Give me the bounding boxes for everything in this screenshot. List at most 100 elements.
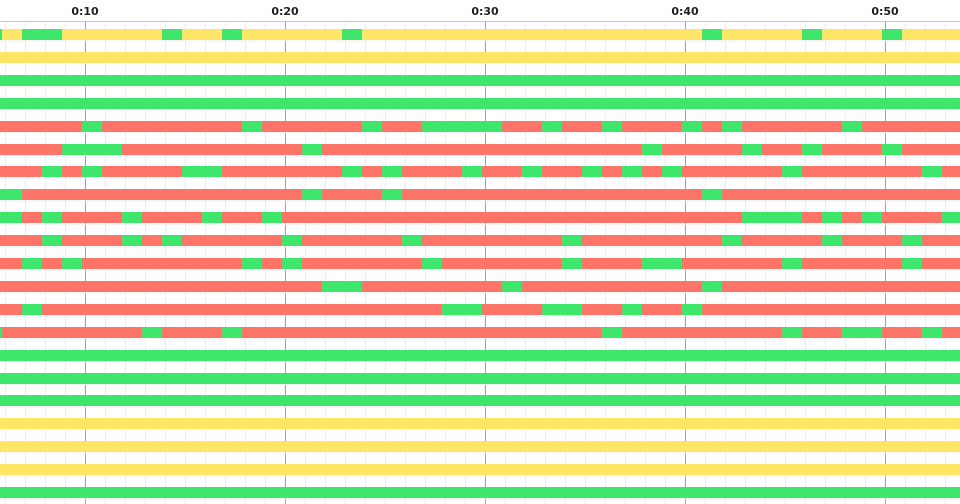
yellow-status-segment[interactable] bbox=[62, 29, 162, 40]
yellow-status-segment[interactable] bbox=[902, 29, 960, 40]
green-status-segment[interactable] bbox=[42, 212, 62, 223]
red-status-segment[interactable] bbox=[642, 166, 662, 177]
yellow-status-segment[interactable] bbox=[0, 441, 960, 452]
red-status-segment[interactable] bbox=[822, 144, 882, 155]
red-status-segment[interactable] bbox=[222, 166, 342, 177]
green-status-segment[interactable] bbox=[642, 144, 662, 155]
red-status-segment[interactable] bbox=[662, 144, 742, 155]
red-status-segment[interactable] bbox=[602, 166, 622, 177]
green-status-segment[interactable] bbox=[602, 327, 622, 338]
red-status-segment[interactable] bbox=[502, 121, 542, 132]
green-status-segment[interactable] bbox=[342, 29, 362, 40]
red-status-segment[interactable] bbox=[142, 235, 162, 246]
red-status-segment[interactable] bbox=[222, 212, 262, 223]
green-status-segment[interactable] bbox=[42, 166, 62, 177]
green-status-segment[interactable] bbox=[0, 327, 2, 338]
green-status-segment[interactable] bbox=[822, 235, 842, 246]
red-status-segment[interactable] bbox=[402, 166, 462, 177]
green-status-segment[interactable] bbox=[0, 98, 960, 109]
green-status-segment[interactable] bbox=[602, 121, 622, 132]
green-status-segment[interactable] bbox=[502, 281, 522, 292]
green-status-segment[interactable] bbox=[562, 235, 582, 246]
green-status-segment[interactable] bbox=[0, 212, 22, 223]
red-status-segment[interactable] bbox=[0, 166, 42, 177]
red-status-segment[interactable] bbox=[922, 258, 960, 269]
green-status-segment[interactable] bbox=[862, 212, 882, 223]
red-status-segment[interactable] bbox=[322, 144, 642, 155]
green-status-segment[interactable] bbox=[622, 304, 642, 315]
red-status-segment[interactable] bbox=[482, 304, 542, 315]
red-status-segment[interactable] bbox=[622, 121, 682, 132]
red-status-segment[interactable] bbox=[322, 189, 382, 200]
green-status-segment[interactable] bbox=[702, 281, 722, 292]
red-status-segment[interactable] bbox=[182, 235, 282, 246]
green-status-segment[interactable] bbox=[82, 166, 102, 177]
red-status-segment[interactable] bbox=[102, 121, 242, 132]
red-status-segment[interactable] bbox=[562, 121, 602, 132]
green-status-segment[interactable] bbox=[442, 304, 482, 315]
green-status-segment[interactable] bbox=[542, 304, 582, 315]
red-status-segment[interactable] bbox=[742, 235, 822, 246]
green-status-segment[interactable] bbox=[922, 166, 942, 177]
red-status-segment[interactable] bbox=[842, 212, 862, 223]
red-status-segment[interactable] bbox=[902, 144, 960, 155]
green-status-segment[interactable] bbox=[322, 281, 362, 292]
red-status-segment[interactable] bbox=[0, 304, 22, 315]
red-status-segment[interactable] bbox=[482, 166, 522, 177]
green-status-segment[interactable] bbox=[222, 29, 242, 40]
red-status-segment[interactable] bbox=[882, 212, 942, 223]
red-status-segment[interactable] bbox=[762, 144, 802, 155]
red-status-segment[interactable] bbox=[582, 258, 642, 269]
green-status-segment[interactable] bbox=[742, 212, 802, 223]
red-status-segment[interactable] bbox=[62, 212, 122, 223]
green-status-segment[interactable] bbox=[162, 29, 182, 40]
red-status-segment[interactable] bbox=[0, 121, 82, 132]
yellow-status-segment[interactable] bbox=[242, 29, 342, 40]
green-status-segment[interactable] bbox=[522, 166, 542, 177]
green-status-segment[interactable] bbox=[782, 258, 802, 269]
red-status-segment[interactable] bbox=[0, 281, 322, 292]
green-status-segment[interactable] bbox=[0, 395, 960, 406]
red-status-segment[interactable] bbox=[122, 144, 302, 155]
green-status-segment[interactable] bbox=[282, 235, 302, 246]
green-status-segment[interactable] bbox=[202, 212, 222, 223]
green-status-segment[interactable] bbox=[362, 121, 382, 132]
green-status-segment[interactable] bbox=[0, 350, 960, 361]
green-status-segment[interactable] bbox=[802, 29, 822, 40]
green-status-segment[interactable] bbox=[702, 29, 722, 40]
red-status-segment[interactable] bbox=[802, 166, 922, 177]
yellow-status-segment[interactable] bbox=[0, 418, 960, 429]
red-status-segment[interactable] bbox=[242, 327, 602, 338]
green-status-segment[interactable] bbox=[682, 304, 702, 315]
red-status-segment[interactable] bbox=[42, 258, 62, 269]
green-status-segment[interactable] bbox=[742, 144, 762, 155]
red-status-segment[interactable] bbox=[622, 327, 782, 338]
red-status-segment[interactable] bbox=[362, 166, 382, 177]
green-status-segment[interactable] bbox=[262, 212, 282, 223]
green-status-segment[interactable] bbox=[782, 166, 802, 177]
green-status-segment[interactable] bbox=[122, 235, 142, 246]
green-status-segment[interactable] bbox=[222, 327, 242, 338]
green-status-segment[interactable] bbox=[62, 258, 82, 269]
green-status-segment[interactable] bbox=[582, 166, 602, 177]
red-status-segment[interactable] bbox=[842, 235, 902, 246]
red-status-segment[interactable] bbox=[62, 235, 122, 246]
red-status-segment[interactable] bbox=[302, 258, 422, 269]
green-status-segment[interactable] bbox=[822, 212, 842, 223]
red-status-segment[interactable] bbox=[582, 235, 722, 246]
green-status-segment[interactable] bbox=[922, 327, 942, 338]
red-status-segment[interactable] bbox=[362, 281, 502, 292]
green-status-segment[interactable] bbox=[242, 121, 262, 132]
red-status-segment[interactable] bbox=[262, 258, 282, 269]
red-status-segment[interactable] bbox=[22, 212, 42, 223]
red-status-segment[interactable] bbox=[522, 281, 702, 292]
green-status-segment[interactable] bbox=[122, 212, 142, 223]
green-status-segment[interactable] bbox=[662, 166, 682, 177]
yellow-status-segment[interactable] bbox=[2, 29, 22, 40]
red-status-segment[interactable] bbox=[702, 121, 722, 132]
red-status-segment[interactable] bbox=[742, 121, 842, 132]
green-status-segment[interactable] bbox=[62, 144, 122, 155]
green-status-segment[interactable] bbox=[0, 75, 960, 86]
red-status-segment[interactable] bbox=[802, 327, 842, 338]
green-status-segment[interactable] bbox=[382, 166, 402, 177]
